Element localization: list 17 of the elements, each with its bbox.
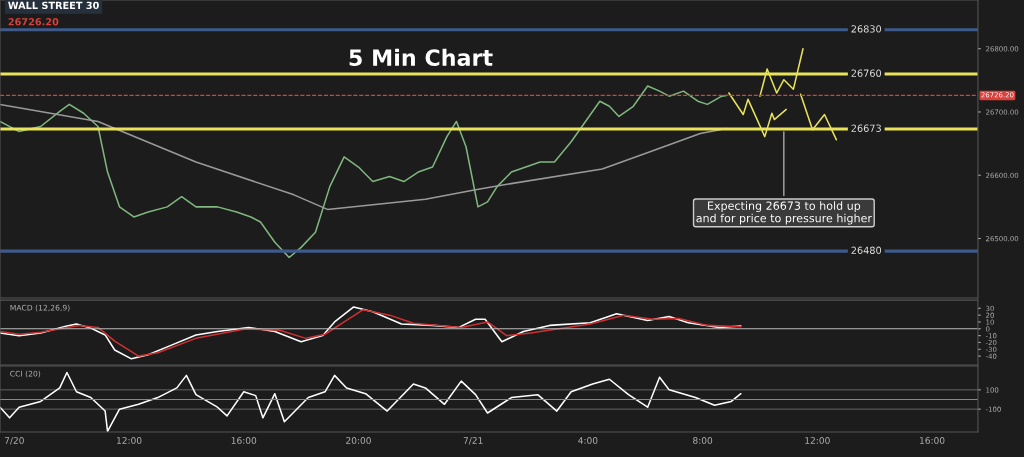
x-tick-label: 4:00 [578,437,598,444]
x-tick-label: 8:00 [693,437,713,444]
annotation: 26726.20 [8,18,59,26]
x-tick-label: 12:00 [805,437,830,444]
x-tick-label: 12:00 [117,437,142,444]
ref-line-label: 26480 [851,246,882,254]
x-tick-label: 7/20 [4,437,24,445]
ref-line-label: 26673 [851,124,881,132]
annotation: Expecting 26673 to hold up and for price to pressure higher [696,201,872,225]
x-tick-label: 20:00 [346,437,371,444]
ref-line-label: 26760 [851,69,882,77]
x-tick-label: 7/21 [463,437,483,445]
x-tick-label: 16:00 [920,437,945,444]
x-tick-label: 16:00 [231,437,257,444]
chart-subtitle: WALL STREET 30 [8,1,99,10]
ref-line-label: 26830 [851,25,882,33]
text: 5 Min Chart [349,48,493,67]
